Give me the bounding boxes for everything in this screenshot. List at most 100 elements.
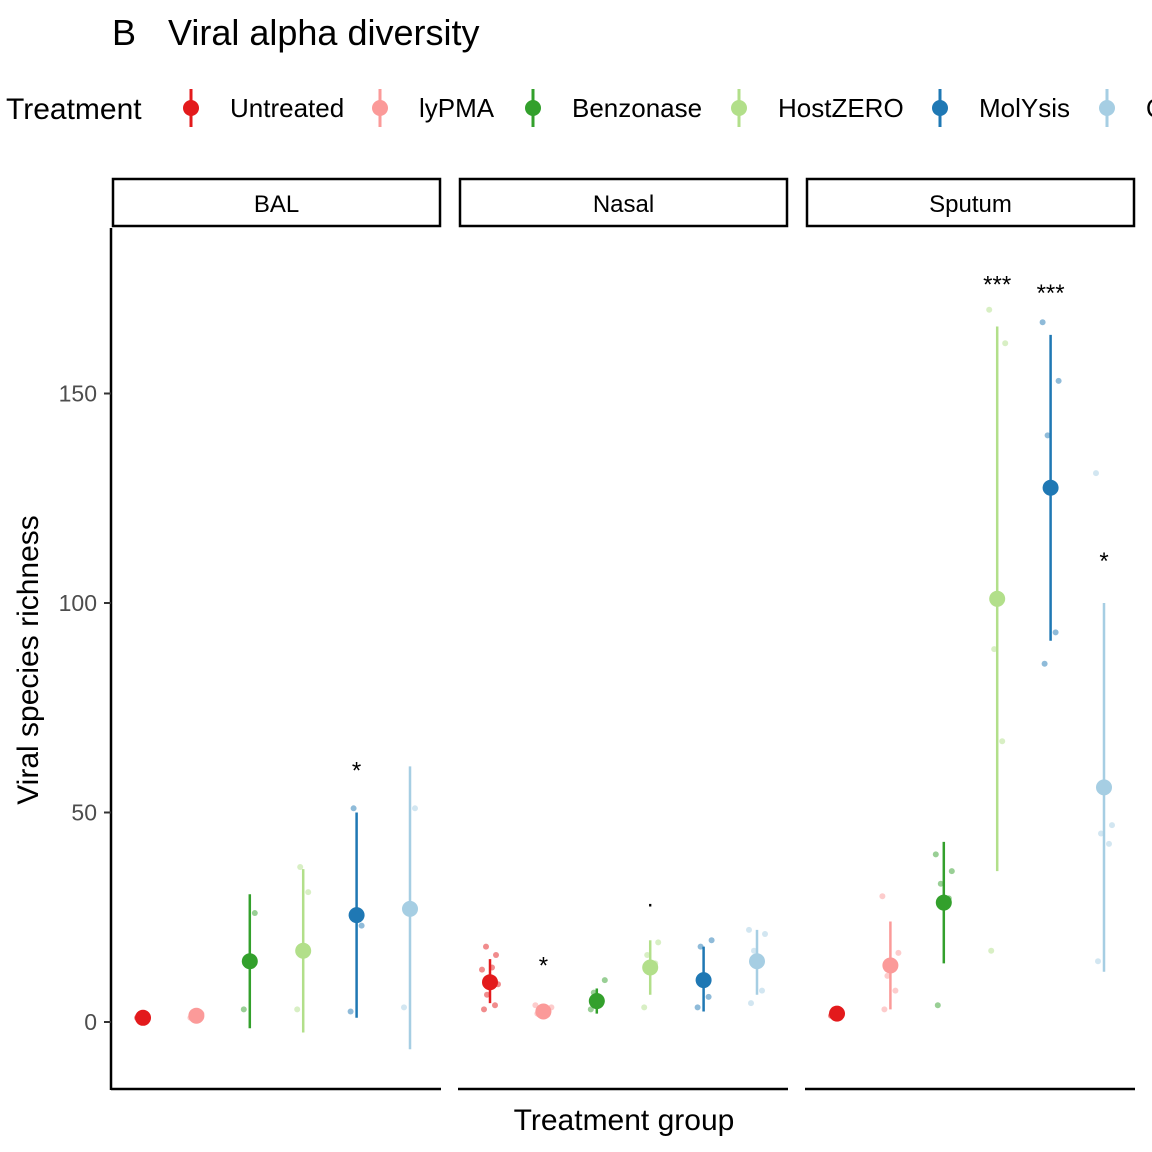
significance-label: * — [352, 758, 361, 785]
data-point — [347, 1008, 354, 1015]
data-point — [697, 943, 704, 950]
group-hostzero: *** — [983, 271, 1011, 954]
data-point — [1052, 629, 1059, 636]
legend-key-point — [372, 100, 388, 116]
mean-point — [295, 942, 312, 959]
data-point — [986, 306, 993, 313]
data-point — [601, 977, 608, 984]
mean-point — [188, 1007, 205, 1024]
data-point — [694, 1004, 701, 1011]
data-point — [1098, 830, 1104, 837]
mean-point — [1096, 779, 1112, 796]
legend-key-point — [932, 100, 948, 116]
data-point — [991, 646, 998, 653]
data-point — [748, 1000, 754, 1007]
mean-point — [482, 974, 498, 991]
legend-label: HostZERO — [778, 93, 904, 123]
data-point — [297, 863, 304, 870]
y-axis-label: Viral species richness — [12, 515, 45, 805]
data-point — [294, 1006, 301, 1013]
facet-strip-sputum: Sputum — [805, 177, 1136, 228]
mean-point — [588, 993, 605, 1010]
significance-label: *** — [1037, 280, 1065, 307]
facet-strip-nasal: Nasal — [458, 177, 789, 228]
mean-point — [135, 1009, 151, 1026]
legend-label: lyPMA — [419, 93, 495, 123]
significance-label: . — [647, 885, 654, 912]
data-point — [1044, 432, 1051, 439]
legend: Treatment Untreated lyPMA Benzonase HostZER… — [6, 89, 1152, 127]
group-molysis: * — [347, 758, 365, 1018]
group-molysis: *** — [1037, 280, 1065, 667]
legend-key-point — [183, 100, 199, 116]
data-point — [484, 991, 490, 998]
legend-item-benzonase: Benzonase — [525, 89, 702, 127]
data-point — [240, 1006, 247, 1013]
data-point — [251, 910, 258, 917]
group-q — [746, 926, 768, 1007]
mean-point — [402, 900, 418, 917]
data-point — [479, 966, 485, 973]
data-point — [884, 972, 891, 979]
mean-point — [749, 953, 765, 970]
group-hostzero: . — [641, 885, 662, 1011]
legend-key-point — [1099, 100, 1115, 116]
group-lypma: * — [532, 952, 555, 1020]
axes — [109, 228, 1135, 1091]
legend-item-untreated: Untreated — [183, 89, 344, 127]
legend-key-point — [731, 100, 747, 116]
facet-strip-label: BAL — [254, 191, 299, 218]
y-tick-label: 100 — [59, 590, 97, 616]
data-point — [532, 1002, 539, 1009]
data-point — [999, 738, 1006, 745]
legend-item-lypma: lyPMA — [372, 89, 495, 127]
data-point — [305, 889, 312, 896]
group-q — [401, 766, 418, 1050]
data-point — [1109, 822, 1115, 829]
legend-label: Untreated — [230, 93, 344, 123]
legend-label: Benzonase — [572, 93, 702, 123]
mean-point — [935, 894, 952, 911]
facet-bal: * — [134, 758, 418, 1050]
data-point — [1039, 319, 1046, 326]
facet-strip-bal: BAL — [111, 177, 442, 228]
data-point — [1093, 470, 1099, 477]
data-point — [892, 987, 899, 994]
mean-point — [535, 1003, 552, 1020]
data-point — [493, 951, 499, 958]
data-point — [762, 931, 768, 938]
data-point — [483, 943, 489, 950]
data-point — [401, 1004, 407, 1011]
data-point — [655, 939, 662, 946]
data-point — [1041, 660, 1048, 667]
legend-item-molysis: MolYsis — [932, 89, 1070, 127]
group-hostzero — [294, 863, 312, 1033]
data-point — [759, 987, 765, 994]
data-point — [708, 937, 715, 944]
mean-point — [989, 590, 1006, 607]
data-point — [1106, 840, 1112, 847]
facet-sputum: *** **** — [828, 271, 1115, 1022]
data-point — [1002, 340, 1009, 347]
y-tick-label: 0 — [84, 1009, 97, 1035]
mean-point — [241, 953, 258, 970]
facet-strip-box — [111, 177, 442, 228]
plot-marks: **.*** **** — [134, 271, 1115, 1050]
facet-strips: BAL Nasal Sputum — [111, 177, 1136, 228]
data-point — [481, 1006, 487, 1013]
data-point — [895, 949, 902, 956]
legend-item-hostzero: HostZERO — [731, 89, 904, 127]
data-point — [751, 947, 757, 954]
legend-item-q: Q — [1099, 89, 1152, 127]
data-point — [879, 893, 886, 900]
group-benzonase — [932, 841, 955, 1009]
y-axis-ticks: 0 50 100 150 — [59, 381, 111, 1035]
data-point — [644, 951, 651, 958]
mean-point — [348, 907, 365, 924]
legend-items: Untreated lyPMA Benzonase HostZERO MolYsis Q — [183, 89, 1152, 127]
mean-point — [1042, 479, 1059, 496]
group-benzonase — [587, 977, 608, 1014]
legend-key-point — [525, 100, 541, 116]
data-point — [641, 1004, 648, 1011]
group-lypma — [187, 1007, 205, 1024]
